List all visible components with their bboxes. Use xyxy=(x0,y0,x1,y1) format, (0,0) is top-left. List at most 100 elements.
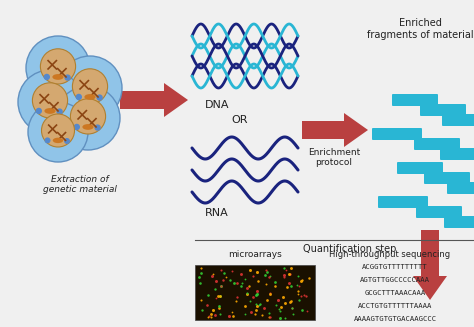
Point xyxy=(217,294,224,299)
Point xyxy=(281,274,288,279)
Point xyxy=(207,314,215,319)
FancyBboxPatch shape xyxy=(378,196,428,208)
Ellipse shape xyxy=(53,74,64,80)
Point xyxy=(266,274,274,279)
Text: OR: OR xyxy=(232,115,248,125)
Point xyxy=(262,281,270,286)
Point xyxy=(304,308,311,313)
Circle shape xyxy=(71,99,106,134)
Point xyxy=(238,281,246,286)
Point xyxy=(282,268,290,273)
Point xyxy=(287,265,295,270)
Point xyxy=(253,291,261,296)
Point xyxy=(212,296,220,301)
Point xyxy=(219,277,226,282)
FancyBboxPatch shape xyxy=(447,182,474,194)
Circle shape xyxy=(64,75,71,81)
Point xyxy=(211,287,219,292)
FancyBboxPatch shape xyxy=(397,162,443,174)
FancyBboxPatch shape xyxy=(444,216,474,228)
Circle shape xyxy=(42,114,74,147)
Point xyxy=(252,308,260,313)
Point xyxy=(203,303,211,308)
Point xyxy=(266,314,273,319)
Point xyxy=(241,311,249,317)
Point xyxy=(293,283,301,288)
Bar xyxy=(421,230,439,276)
Point xyxy=(241,303,249,309)
Point xyxy=(249,274,257,279)
Point xyxy=(266,292,273,297)
Polygon shape xyxy=(164,83,188,117)
Point xyxy=(243,291,251,296)
Point xyxy=(208,273,216,279)
Circle shape xyxy=(26,36,90,100)
Circle shape xyxy=(73,124,80,130)
Point xyxy=(211,312,219,317)
Text: RNA: RNA xyxy=(205,208,229,218)
Circle shape xyxy=(96,95,103,101)
Point xyxy=(287,271,294,277)
Polygon shape xyxy=(413,276,447,300)
Point xyxy=(288,305,296,311)
Point xyxy=(289,311,296,317)
Point xyxy=(255,302,263,308)
Point xyxy=(253,288,261,293)
Point xyxy=(217,283,224,288)
Text: microarrays: microarrays xyxy=(228,250,282,259)
Point xyxy=(271,280,278,285)
Point xyxy=(281,301,289,306)
FancyBboxPatch shape xyxy=(442,114,474,126)
Circle shape xyxy=(64,138,70,144)
Point xyxy=(198,271,205,276)
Point xyxy=(302,294,310,299)
Point xyxy=(243,291,251,296)
Point xyxy=(277,304,285,309)
Point xyxy=(196,274,203,280)
Point xyxy=(228,309,236,314)
Text: Enriched
fragments of material: Enriched fragments of material xyxy=(367,18,474,40)
Point xyxy=(210,271,217,276)
Point xyxy=(197,280,204,285)
Point xyxy=(265,310,273,315)
Point xyxy=(241,277,249,282)
Point xyxy=(294,273,301,279)
Bar xyxy=(195,265,315,320)
Point xyxy=(223,274,230,279)
Point xyxy=(286,299,294,304)
Point xyxy=(287,284,295,289)
Point xyxy=(205,292,212,297)
Polygon shape xyxy=(344,113,368,147)
FancyBboxPatch shape xyxy=(440,148,474,160)
Point xyxy=(247,309,255,315)
Point xyxy=(288,305,295,310)
Point xyxy=(216,311,224,316)
Text: Enrichment
protocol: Enrichment protocol xyxy=(308,148,360,167)
Point xyxy=(232,299,240,304)
Point xyxy=(228,268,236,274)
Text: ACGGTGTTTTTTTTT: ACGGTGTTTTTTTTT xyxy=(362,264,428,270)
Point xyxy=(246,267,254,272)
Point xyxy=(198,307,206,313)
Point xyxy=(216,294,224,299)
Point xyxy=(272,302,280,307)
Circle shape xyxy=(94,124,101,131)
Point xyxy=(197,298,205,303)
Text: ACCTGTGTTTTTTAAAA: ACCTGTGTTTTTTAAAA xyxy=(358,303,432,309)
Text: Quantification step: Quantification step xyxy=(303,244,397,254)
Bar xyxy=(302,121,344,139)
Point xyxy=(305,275,312,280)
Circle shape xyxy=(58,56,122,120)
FancyBboxPatch shape xyxy=(424,172,470,184)
Point xyxy=(263,297,271,302)
Point xyxy=(246,298,254,303)
Point xyxy=(198,266,205,271)
Circle shape xyxy=(28,102,88,162)
Point xyxy=(215,303,223,308)
FancyBboxPatch shape xyxy=(392,94,438,106)
Point xyxy=(253,301,260,307)
Bar xyxy=(120,91,164,109)
Point xyxy=(249,295,256,300)
Point xyxy=(226,277,234,283)
Point xyxy=(294,288,301,293)
